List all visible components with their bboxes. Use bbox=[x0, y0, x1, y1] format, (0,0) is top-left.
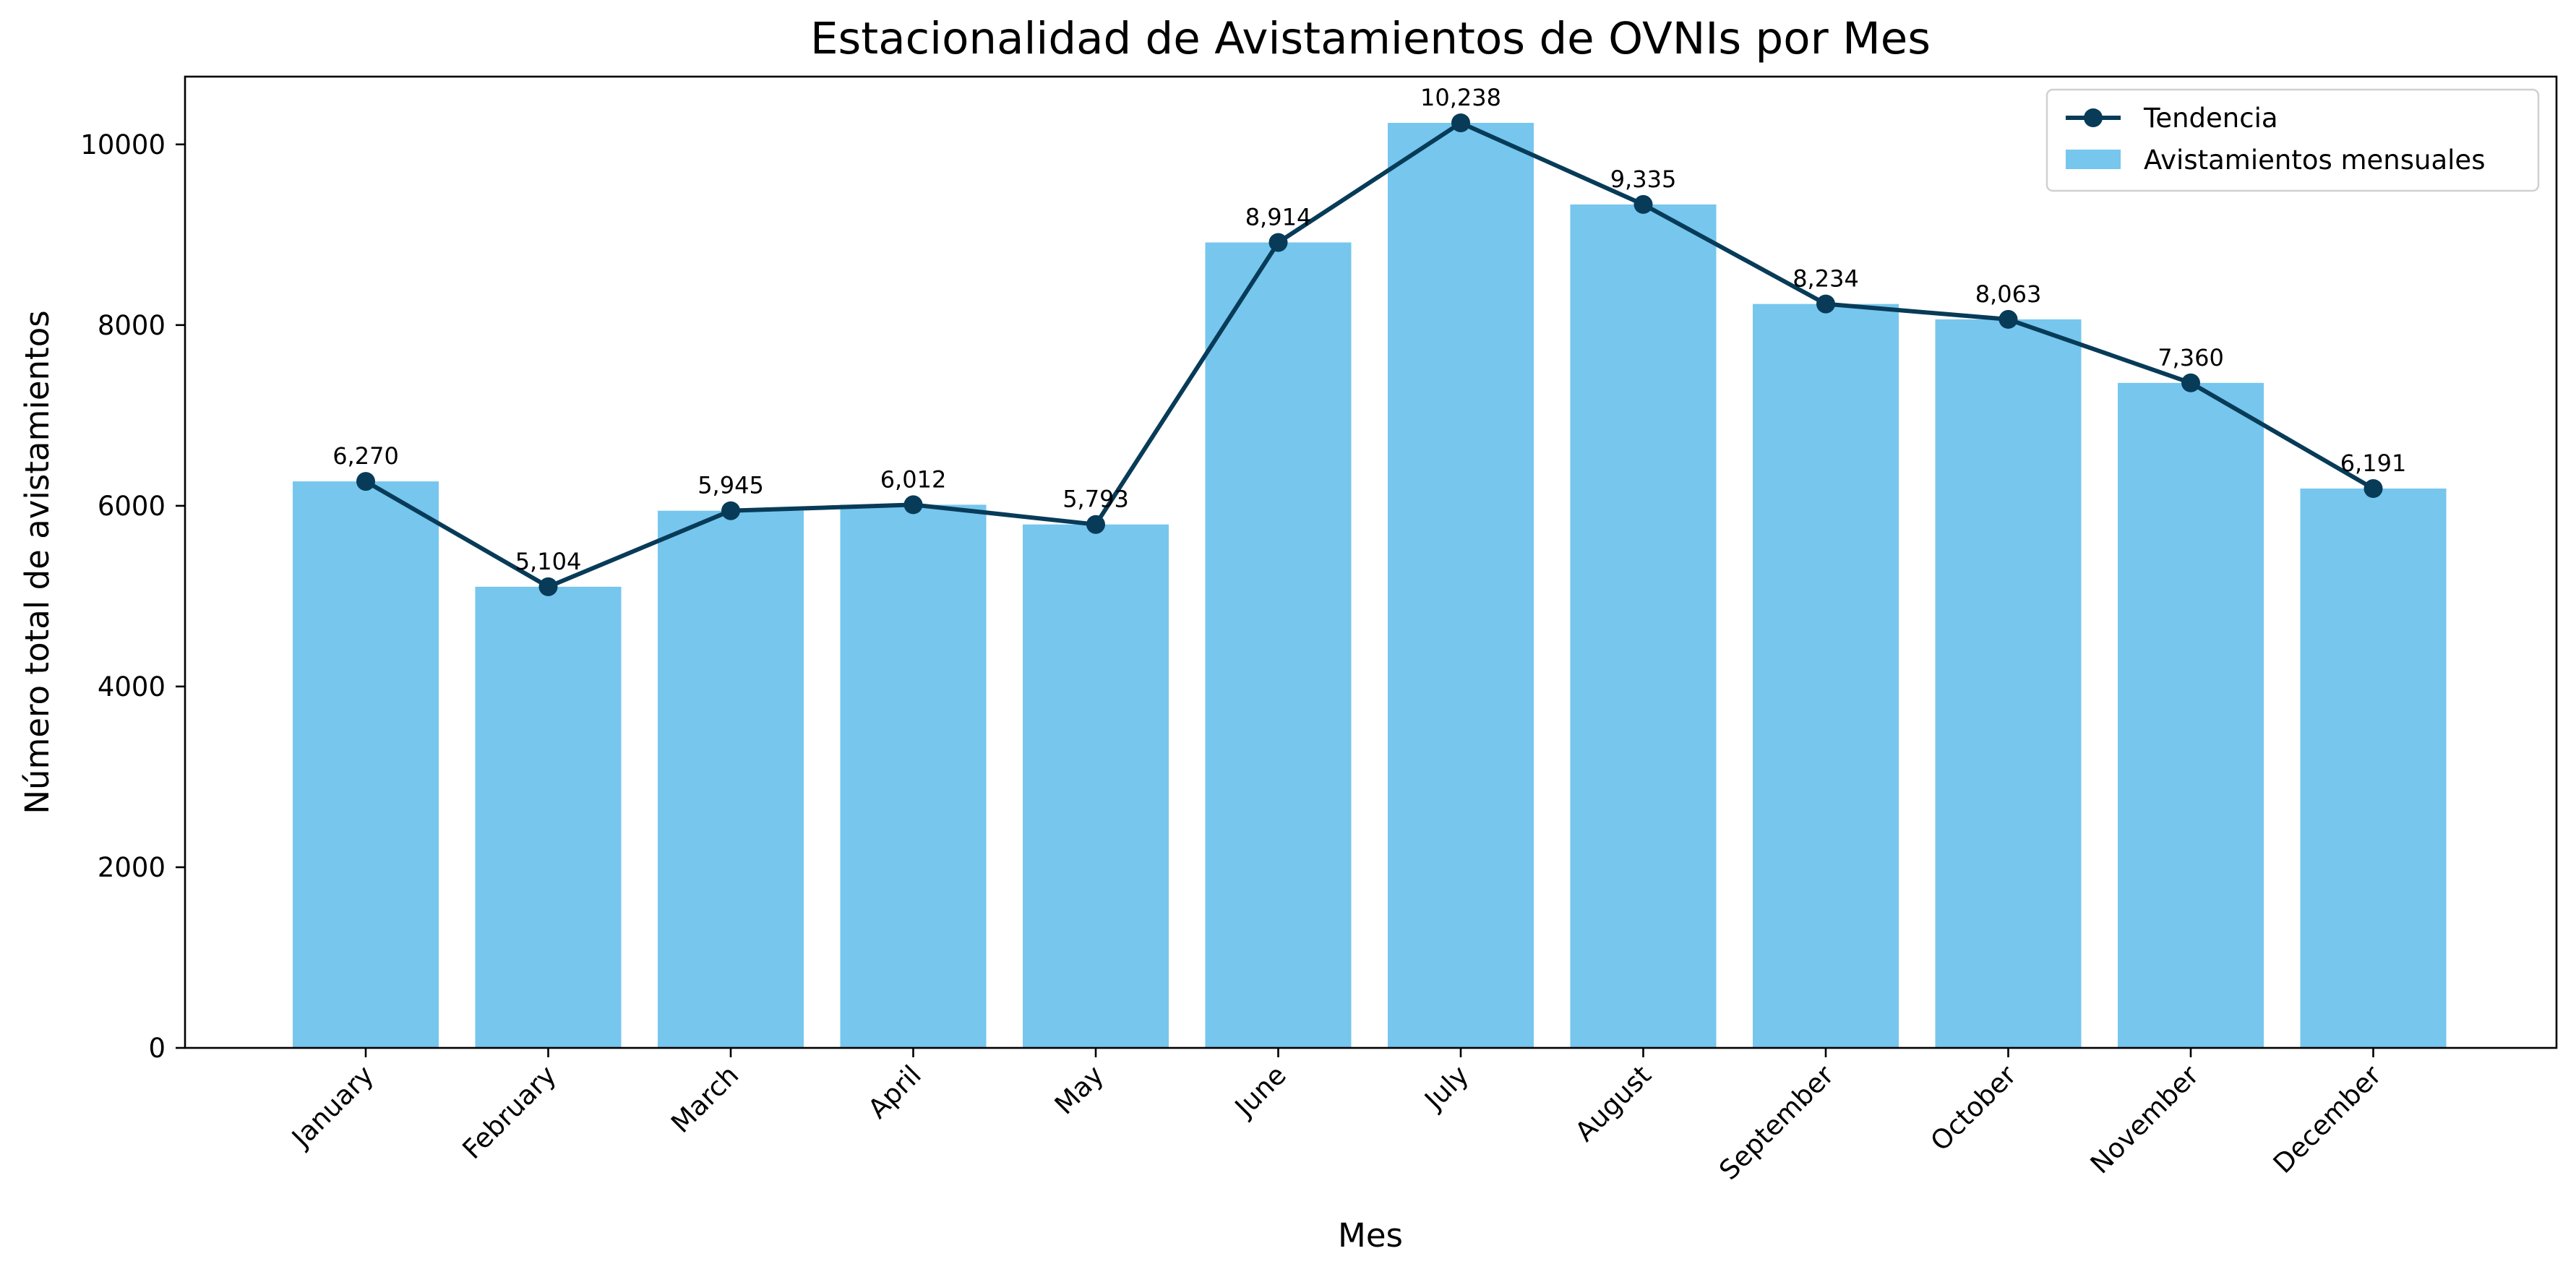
y-tick-label: 4000 bbox=[98, 671, 166, 702]
legend-marker-swatch bbox=[2084, 108, 2103, 127]
data-labels-layer: 6,270 5,104 5,945 6,012 5,793 8,914 10,238 9,33… bbox=[332, 84, 2406, 575]
data-label-november: 7,360 bbox=[2158, 344, 2224, 371]
chart-title: Estacionalidad de Avistamientos de OVNIs… bbox=[810, 13, 1931, 64]
trend-line bbox=[364, 121, 2375, 589]
trend-point-march bbox=[721, 501, 740, 520]
x-tick-label-july: July bbox=[1417, 1059, 1474, 1117]
bar-may bbox=[1023, 524, 1169, 1048]
x-tick-label-march: March bbox=[665, 1059, 744, 1139]
y-tick-label: 6000 bbox=[98, 491, 166, 522]
x-tick-label-june: June bbox=[1228, 1059, 1292, 1124]
trend-point-august bbox=[1633, 194, 1653, 214]
x-tick-label-april: April bbox=[862, 1059, 927, 1125]
x-tick-label-september: September bbox=[1713, 1059, 1840, 1186]
bar-february bbox=[475, 586, 622, 1048]
x-axis-label: Mes bbox=[1338, 1216, 1403, 1255]
bars-layer bbox=[293, 123, 2447, 1049]
trend-point-september bbox=[1816, 294, 1835, 314]
bar-september bbox=[1753, 304, 1899, 1049]
trend-line-layer bbox=[364, 121, 2375, 589]
trend-point-february bbox=[538, 577, 558, 596]
bar-august bbox=[1570, 204, 1717, 1048]
data-label-july: 10,238 bbox=[1420, 84, 1501, 111]
y-tick-label: 8000 bbox=[98, 310, 166, 341]
y-axis: 0 2000 4000 6000 8000 10000 bbox=[80, 129, 185, 1064]
legend: Tendencia Avistamientos mensuales bbox=[2045, 88, 2540, 192]
trend-point-december bbox=[2364, 479, 2383, 498]
data-label-october: 8,063 bbox=[1975, 280, 2042, 308]
trend-point-april bbox=[903, 495, 923, 515]
trend-point-may bbox=[1086, 515, 1105, 534]
x-axis: January February March April May June July Augu… bbox=[285, 1048, 2387, 1186]
trend-point-january bbox=[356, 472, 375, 491]
data-label-february: 5,104 bbox=[515, 548, 582, 575]
x-tick-label-january: January bbox=[285, 1059, 379, 1154]
trend-points-layer bbox=[356, 113, 2383, 596]
legend-box bbox=[2045, 88, 2540, 192]
data-label-september: 8,234 bbox=[1793, 265, 1859, 293]
bar-june bbox=[1205, 242, 1352, 1048]
x-tick-label-december: December bbox=[2267, 1059, 2388, 1179]
y-tick-label: 0 bbox=[148, 1033, 166, 1064]
bar-november bbox=[2118, 382, 2264, 1048]
trend-point-july bbox=[1451, 113, 1470, 132]
x-tick-label-august: August bbox=[1569, 1059, 1657, 1148]
data-label-may: 5,793 bbox=[1062, 486, 1129, 513]
y-tick-label: 10000 bbox=[80, 129, 166, 160]
trend-point-october bbox=[1998, 309, 2018, 329]
data-label-december: 6,191 bbox=[2340, 450, 2407, 477]
y-axis-label: Número total de avistamientos bbox=[18, 310, 56, 814]
x-tick-label-february: February bbox=[457, 1059, 562, 1165]
legend-label-tendencia: Tendencia bbox=[2143, 103, 2278, 134]
data-label-april: 6,012 bbox=[880, 465, 947, 493]
legend-label-avistamientos: Avistamientos mensuales bbox=[2144, 145, 2485, 176]
bar-july bbox=[1388, 123, 1534, 1048]
x-tick-label-november: November bbox=[2085, 1059, 2205, 1179]
legend-bar-swatch bbox=[2066, 150, 2121, 169]
data-label-august: 9,335 bbox=[1610, 165, 1677, 193]
data-label-june: 8,914 bbox=[1245, 204, 1312, 231]
bar-december bbox=[2300, 489, 2447, 1048]
trend-point-november bbox=[2181, 373, 2200, 392]
data-label-march: 5,945 bbox=[697, 472, 764, 499]
y-tick-label: 2000 bbox=[98, 852, 166, 883]
bar-january bbox=[293, 481, 439, 1048]
plot-frame bbox=[184, 75, 2558, 1049]
x-tick-label-may: May bbox=[1049, 1059, 1109, 1120]
data-label-january: 6,270 bbox=[332, 442, 399, 470]
bar-april bbox=[840, 504, 987, 1048]
bar-october bbox=[1935, 319, 2082, 1048]
x-tick-label-october: October bbox=[1925, 1059, 2023, 1157]
trend-point-june bbox=[1268, 233, 1288, 252]
bar-march bbox=[658, 510, 804, 1048]
